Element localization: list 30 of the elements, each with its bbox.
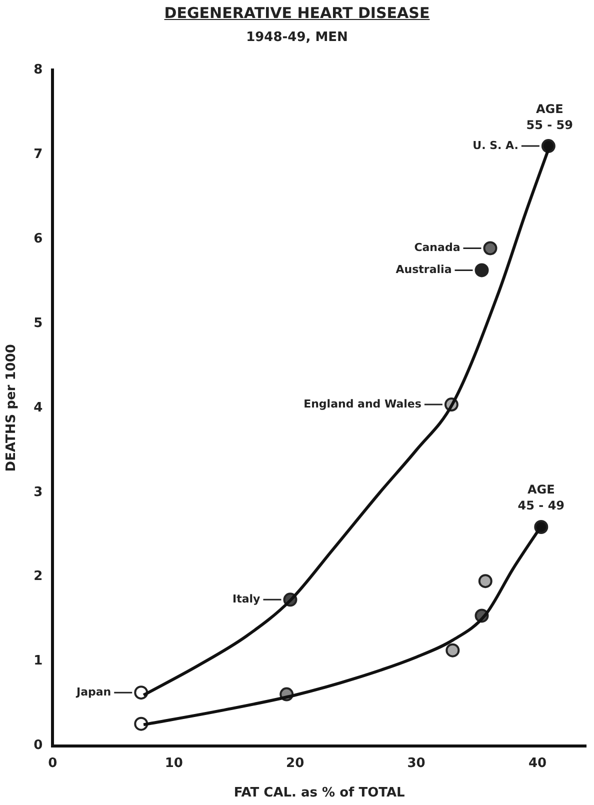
point xyxy=(474,263,489,278)
y-tick-label: 8 xyxy=(34,62,43,78)
y-axis-title: DEATHS per 1000 xyxy=(4,344,20,472)
chart-subtitle: 1948-49, MEN xyxy=(245,30,349,45)
point xyxy=(483,241,498,256)
text: AGE 45 - 49 xyxy=(518,482,565,512)
x-tick-label: 20 xyxy=(286,756,304,771)
annotation: U. S. A. xyxy=(472,138,518,152)
annotation: Canada xyxy=(414,241,460,254)
x-tick-label: 10 xyxy=(164,756,183,771)
y-tick-label: 5 xyxy=(34,316,43,331)
y-tick-label: 7 xyxy=(34,146,43,162)
annotation: Italy xyxy=(232,592,260,606)
point xyxy=(446,643,460,658)
x-tick-label: 40 xyxy=(528,756,547,771)
annotation: Australia xyxy=(396,263,452,276)
y-tick-label: 0 xyxy=(34,738,43,754)
y-tick-label: 1 xyxy=(34,654,43,669)
point xyxy=(478,574,492,588)
chart-title: DEGENERATIVE HEART DISEASE xyxy=(163,4,431,22)
y-tick-label: 2 xyxy=(34,569,43,584)
y-tick-label: 3 xyxy=(34,484,43,500)
x-tick-label: 30 xyxy=(407,756,426,771)
annotation: Japan xyxy=(75,685,112,698)
x-axis-title: FAT CAL. as % of TOTAL xyxy=(234,786,405,801)
y-tick-label: 6 xyxy=(34,231,43,246)
y-tick-label: 4 xyxy=(34,400,43,416)
x-tick-label: 0 xyxy=(48,756,58,771)
annotation: England and Wales xyxy=(304,397,422,410)
text: AGE 55 - 59 xyxy=(526,102,573,132)
